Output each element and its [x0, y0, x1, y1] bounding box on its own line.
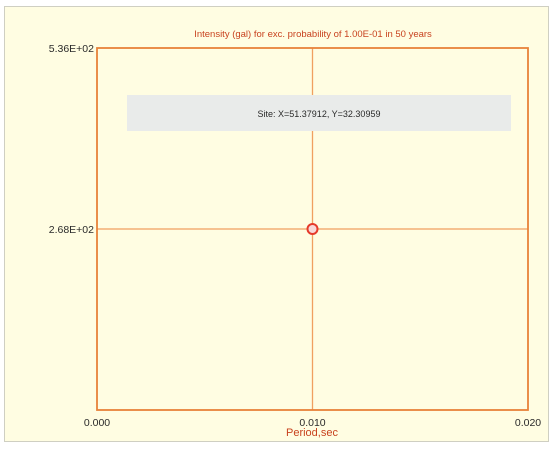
data-points	[306, 223, 319, 235]
x-axis-ticks: 0.000 0.010 0.020	[84, 417, 541, 429]
site-info-box	[127, 95, 511, 131]
x-axis-label: Period,sec	[286, 427, 338, 439]
plot-frame	[96, 47, 529, 411]
y-tick-label: 5.36E+02	[49, 43, 94, 55]
x-tick-label: 0.000	[84, 417, 110, 429]
y-tick-label: 2.68E+02	[49, 224, 94, 236]
data-point	[306, 223, 319, 235]
site-info-text: Site: X=51.37912, Y=32.30959	[258, 109, 381, 119]
chart-title: Intensity (gal) for exc. probability of …	[194, 29, 432, 40]
y-axis-ticks: 5.36E+02 2.68E+02	[49, 43, 94, 236]
x-tick-label: 0.010	[299, 417, 325, 429]
x-tick-label: 0.020	[515, 417, 541, 429]
